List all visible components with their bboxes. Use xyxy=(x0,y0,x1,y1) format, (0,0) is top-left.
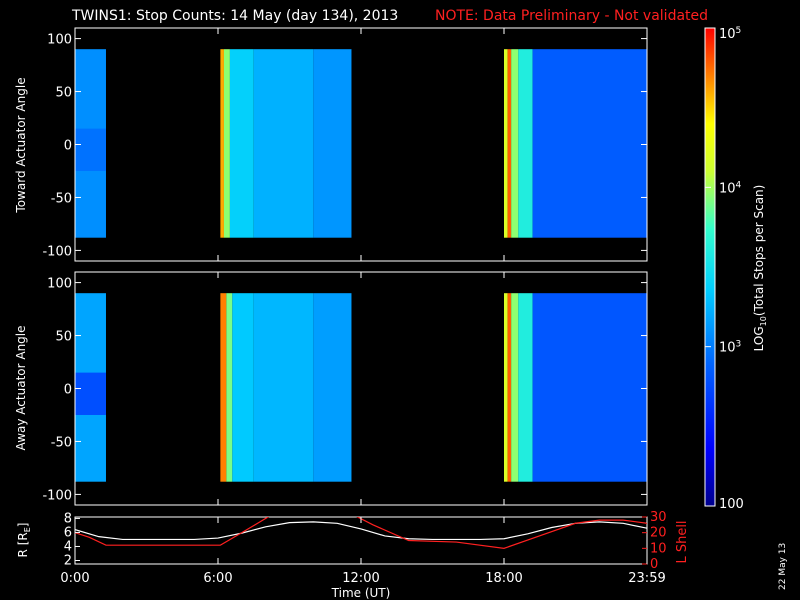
orbit-plot-frame xyxy=(74,516,648,565)
away-y-tick-label: -100 xyxy=(42,488,72,503)
x-axis-tick-label: 0:00 xyxy=(60,571,89,586)
away-heat-mid-band-0 xyxy=(75,372,106,415)
colorbar: 105 104 103 100 LOG10(Total Stops per Scan) xyxy=(704,26,768,512)
r-axis-tick-label: 6 xyxy=(64,525,72,540)
toward-heat-column-6 xyxy=(504,49,508,238)
r-axis-label: R [RE] xyxy=(16,523,32,558)
toward-heat-column-5 xyxy=(313,49,352,238)
colorbar-gradient xyxy=(705,28,715,506)
away-heatmap-panel: 100 50 0 -50 -100 Away Actuator Angle xyxy=(14,271,648,506)
away-heat-column-3 xyxy=(232,293,254,482)
x-axis-label: Time (UT) xyxy=(331,586,391,600)
toward-heat-column-8 xyxy=(511,49,519,238)
toward-y-tick-label: -50 xyxy=(51,191,72,206)
l-shell-axis-label: L Shell xyxy=(675,520,690,563)
toward-heat-column-1 xyxy=(220,49,224,238)
away-heat-column-4 xyxy=(253,293,314,482)
l-shell-line xyxy=(75,517,647,549)
colorbar-label: LOG10(Total Stops per Scan) xyxy=(752,185,768,352)
r-axis-tick-label: 8 xyxy=(64,511,72,526)
toward-y-tick-label: 100 xyxy=(47,33,72,48)
away-y-tick-label: 50 xyxy=(55,330,72,345)
toward-heatmap-panel: 100 50 0 -50 -100 Toward Actuator Angle xyxy=(14,27,648,262)
x-axis-tick-label: 6:00 xyxy=(203,571,232,586)
toward-heat-column-2 xyxy=(223,49,230,238)
toward-heat-column-3 xyxy=(229,49,254,238)
colorbar-tick-label: 103 xyxy=(719,340,741,356)
away-heat-column-9 xyxy=(518,293,533,482)
x-axis-tick-label: 23:59 xyxy=(628,571,665,586)
r-axis-tick-label: 2 xyxy=(64,553,72,568)
away-heat-column-8 xyxy=(511,293,519,482)
toward-y-tick-label: 50 xyxy=(55,86,72,101)
away-y-axis-label: Away Actuator Angle xyxy=(14,325,28,450)
toward-heat-mid-band-0 xyxy=(75,128,106,171)
toward-y-tick-label: 0 xyxy=(64,139,72,154)
l-shell-axis-tick-label: 0 xyxy=(650,557,658,572)
away-heat-column-1 xyxy=(220,293,227,482)
x-axis-tick-label: 18:00 xyxy=(485,571,522,586)
colorbar-tick-label: 104 xyxy=(719,180,742,196)
away-heat-column-2 xyxy=(226,293,233,482)
away-heat-column-7 xyxy=(507,293,512,482)
r-distance-line xyxy=(75,521,647,541)
date-stamp: 22 May 13 xyxy=(778,543,788,590)
away-y-tick-label: 0 xyxy=(64,383,72,398)
x-axis-tick-label: 12:00 xyxy=(342,571,379,586)
l-shell-axis-tick-label: 10 xyxy=(650,541,667,556)
toward-heat-column-10 xyxy=(532,49,647,238)
away-heat-column-5 xyxy=(313,293,352,482)
colorbar-tick-label: 105 xyxy=(719,26,741,42)
away-heat-column-10 xyxy=(532,293,647,482)
l-shell-axis-tick-label: 30 xyxy=(650,510,667,525)
preliminary-note: NOTE: Data Preliminary - Not validated xyxy=(435,8,708,24)
away-heat-column-6 xyxy=(504,293,508,482)
colorbar-tick-label: 100 xyxy=(719,497,744,512)
toward-y-tick-label: -100 xyxy=(42,244,72,259)
chart-title: TWINS1: Stop Counts: 14 May (day 134), 2… xyxy=(71,8,398,24)
toward-heat-column-7 xyxy=(507,49,512,238)
toward-heat-column-9 xyxy=(518,49,533,238)
away-y-tick-label: -50 xyxy=(51,435,72,450)
toward-y-axis-label: Toward Actuator Angle xyxy=(14,77,28,213)
l-shell-axis-tick-label: 20 xyxy=(650,526,667,541)
away-y-tick-label: 100 xyxy=(47,277,72,292)
toward-heat-column-4 xyxy=(253,49,314,238)
r-axis-tick-label: 4 xyxy=(64,539,72,554)
